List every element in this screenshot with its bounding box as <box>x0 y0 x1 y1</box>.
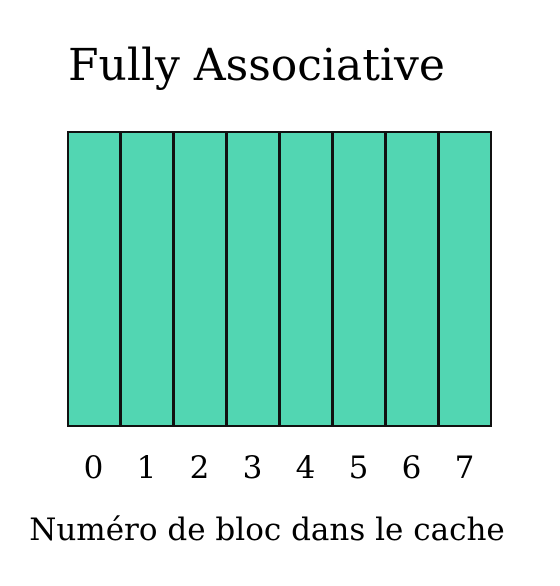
block-number-label: 2 <box>189 450 210 486</box>
block-number-label: 5 <box>348 450 369 486</box>
cache-block <box>226 131 280 427</box>
cache-block <box>279 131 333 427</box>
block-number-label: 1 <box>136 450 157 486</box>
cache-block <box>438 131 492 427</box>
block-number-label: 6 <box>401 450 422 486</box>
cache-block <box>120 131 174 427</box>
cache-block <box>67 131 121 427</box>
cache-blocks <box>67 131 492 427</box>
block-number-label: 0 <box>83 450 104 486</box>
block-number-label: 4 <box>295 450 316 486</box>
block-number-label: 3 <box>242 450 263 486</box>
block-number-label: 7 <box>454 450 475 486</box>
cache-block <box>173 131 227 427</box>
cache-block <box>385 131 439 427</box>
cache-block <box>332 131 386 427</box>
diagram-title: Fully Associative <box>68 40 445 91</box>
axis-caption: Numéro de bloc dans le cache <box>29 512 505 548</box>
